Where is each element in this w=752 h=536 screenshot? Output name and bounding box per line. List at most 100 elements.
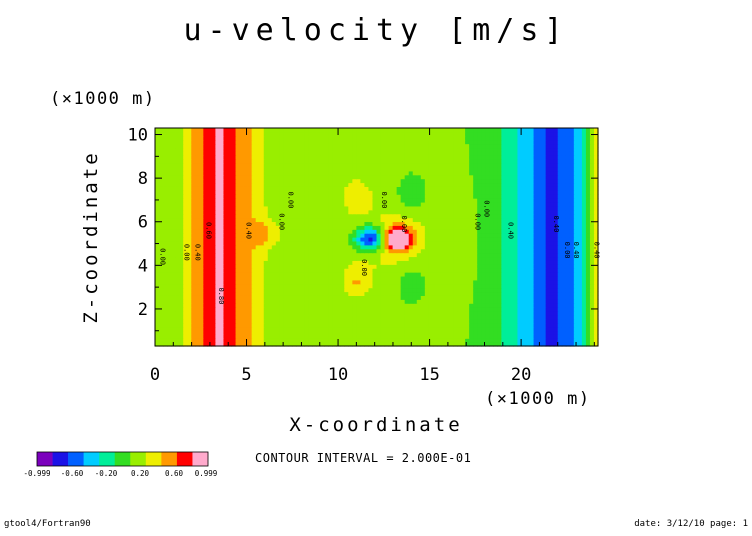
heatmap-cell	[356, 186, 361, 191]
heatmap-cell	[324, 268, 329, 273]
heatmap-cell	[384, 318, 390, 324]
heatmap-cell	[267, 170, 273, 176]
heatmap-cell	[275, 318, 281, 324]
heatmap-cell	[340, 233, 345, 238]
heatmap-cell	[223, 198, 229, 203]
heatmap-cell	[219, 237, 225, 242]
heatmap-cell	[308, 166, 313, 172]
heatmap-cell	[223, 287, 229, 293]
heatmap-cell	[457, 260, 462, 265]
heatmap-cell	[283, 279, 289, 285]
heatmap-cell	[199, 338, 204, 343]
heatmap-cell	[255, 213, 261, 219]
heatmap-cell	[187, 275, 192, 281]
heatmap-cell	[428, 186, 434, 191]
heatmap-cell	[569, 178, 575, 184]
heatmap-cell	[199, 279, 204, 285]
heatmap-cell	[392, 256, 398, 261]
heatmap-cell	[368, 182, 374, 187]
heatmap-cell	[396, 213, 402, 219]
heatmap-cell	[267, 217, 273, 223]
heatmap-cell	[497, 275, 502, 281]
heatmap-cell	[368, 260, 374, 265]
heatmap-cell	[553, 299, 559, 304]
heatmap-cell	[513, 318, 519, 324]
heatmap-cell	[215, 237, 221, 242]
heatmap-cell	[436, 283, 442, 289]
heatmap-cell	[453, 186, 458, 191]
heatmap-cell	[465, 182, 470, 187]
heatmap-cell	[344, 186, 349, 191]
heatmap-cell	[231, 174, 237, 180]
heatmap-cell	[408, 205, 414, 211]
heatmap-cell	[167, 275, 172, 281]
heatmap-cell	[183, 291, 188, 296]
heatmap-cell	[388, 213, 394, 219]
heatmap-cell	[255, 310, 261, 316]
heatmap-cell	[175, 252, 180, 258]
heatmap-cell	[295, 186, 301, 191]
heatmap-cell	[304, 287, 309, 293]
heatmap-cell	[271, 322, 277, 328]
heatmap-cell	[283, 244, 289, 250]
heatmap-cell	[364, 287, 370, 293]
heatmap-cell	[489, 322, 494, 328]
heatmap-cell	[529, 264, 535, 269]
heatmap-cell	[299, 198, 305, 203]
heatmap-cell	[247, 268, 253, 273]
heatmap-cell	[465, 342, 470, 347]
heatmap-cell	[461, 314, 466, 320]
heatmap-cell	[295, 166, 301, 172]
heatmap-cell	[473, 198, 478, 203]
heatmap-cell	[561, 264, 567, 269]
heatmap-cell	[231, 303, 237, 308]
heatmap-cell	[493, 229, 498, 234]
heatmap-cell	[263, 303, 269, 308]
heatmap-cell	[384, 194, 390, 199]
heatmap-cell	[312, 287, 317, 293]
heatmap-cell	[251, 279, 257, 285]
heatmap-cell	[448, 275, 454, 281]
heatmap-cell	[453, 170, 458, 176]
heatmap-cell	[203, 307, 208, 312]
heatmap-cell	[444, 186, 450, 191]
heatmap-cell	[279, 244, 285, 250]
heatmap-cell	[444, 322, 450, 328]
heatmap-cell	[481, 244, 486, 250]
heatmap-cell	[376, 248, 382, 254]
heatmap-cell	[364, 194, 370, 199]
heatmap-cell	[477, 275, 482, 281]
heatmap-cell	[227, 260, 233, 265]
heatmap-cell	[525, 221, 531, 226]
heatmap-cell	[412, 307, 418, 312]
heatmap-cell	[227, 275, 233, 281]
heatmap-cell	[517, 334, 523, 339]
heatmap-cell	[275, 338, 281, 343]
heatmap-cell	[380, 334, 386, 339]
heatmap-cell	[388, 229, 394, 234]
heatmap-cell	[444, 244, 450, 250]
heatmap-cell	[243, 229, 249, 234]
heatmap-cell	[360, 334, 366, 339]
heatmap-cell	[569, 221, 575, 226]
heatmap-cell	[328, 252, 333, 258]
heatmap-cell	[461, 287, 466, 293]
heatmap-cell	[529, 299, 535, 304]
heatmap-cell	[376, 338, 382, 343]
heatmap-cell	[159, 209, 164, 215]
heatmap-cell	[525, 205, 531, 211]
heatmap-cell	[203, 310, 208, 316]
heatmap-cell	[388, 272, 394, 277]
heatmap-cell	[360, 287, 366, 293]
heatmap-cell	[505, 198, 510, 203]
heatmap-cell	[444, 225, 450, 230]
heatmap-cell	[247, 318, 253, 324]
heatmap-cell	[368, 225, 374, 230]
heatmap-cell	[541, 291, 547, 296]
heatmap-cell	[521, 326, 527, 332]
heatmap-cell	[481, 264, 486, 269]
heatmap-cell	[155, 330, 160, 335]
heatmap-cell	[461, 201, 466, 207]
heatmap-cell	[195, 237, 200, 242]
heatmap-cell	[251, 291, 257, 296]
